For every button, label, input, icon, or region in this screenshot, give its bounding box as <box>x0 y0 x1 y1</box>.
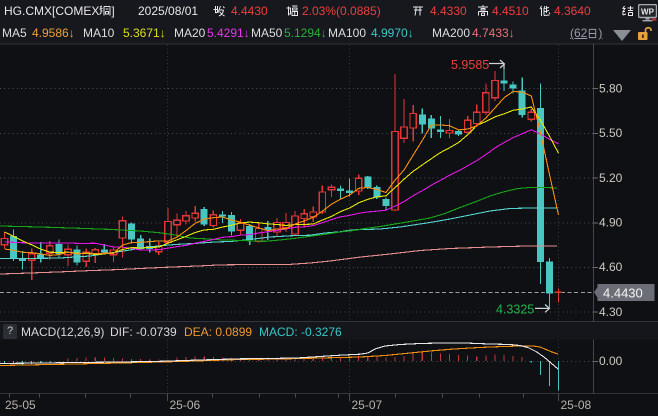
svg-text:5.20: 5.20 <box>599 171 623 185</box>
svg-text:4.60: 4.60 <box>599 260 623 274</box>
svg-text:4.30: 4.30 <box>599 305 623 319</box>
svg-text:25-06: 25-06 <box>170 398 201 412</box>
svg-text:25-05: 25-05 <box>5 398 36 412</box>
svg-text:5.9585: 5.9585 <box>451 58 489 72</box>
svg-text:5.50: 5.50 <box>599 126 623 140</box>
svg-text:5.80: 5.80 <box>599 81 623 95</box>
svg-text:0.00: 0.00 <box>599 354 623 368</box>
svg-text:4.3325: 4.3325 <box>496 303 534 317</box>
svg-text:25-07: 25-07 <box>352 398 383 412</box>
svg-text:WP: WP <box>641 8 655 17</box>
svg-text:4.90: 4.90 <box>599 216 623 230</box>
svg-text:25-08: 25-08 <box>561 398 592 412</box>
svg-text:4.4430: 4.4430 <box>603 286 643 301</box>
